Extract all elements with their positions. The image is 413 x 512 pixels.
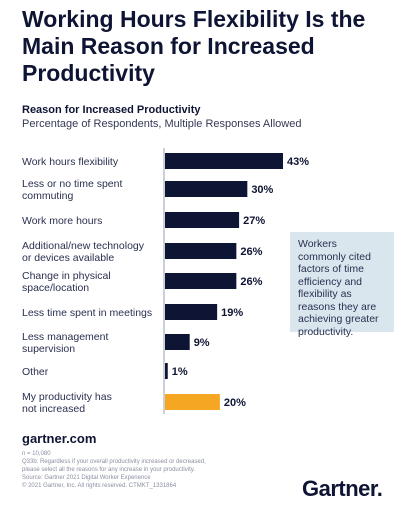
bar bbox=[165, 243, 237, 259]
footnote-sample: n = 10,080 bbox=[22, 451, 51, 457]
footnote-question-cont: please select all the reasons for any in… bbox=[22, 467, 195, 473]
value-label: 1% bbox=[172, 366, 188, 378]
category-label: Work hours flexibility bbox=[22, 156, 119, 168]
category-label: Work more hours bbox=[22, 215, 102, 227]
category-label: Less time spent in meetings bbox=[22, 307, 152, 319]
site-link[interactable]: gartner.com bbox=[22, 431, 97, 446]
category-label: My productivity has not increased bbox=[22, 391, 112, 415]
bar bbox=[165, 334, 190, 350]
value-label: 26% bbox=[240, 246, 262, 258]
bar bbox=[165, 181, 248, 197]
chart-subnote: Percentage of Respondents, Multiple Resp… bbox=[22, 118, 302, 130]
footnote-question: Q33b: Regardless if your overall product… bbox=[22, 459, 206, 465]
value-label: 43% bbox=[287, 156, 309, 168]
footnote-source: Source: Gartner 2021 Digital Worker Expe… bbox=[22, 475, 151, 481]
gartner-logo: Gartner. bbox=[302, 476, 383, 501]
category-label: Additional/new technology or devices avai… bbox=[22, 240, 145, 264]
value-label: 19% bbox=[221, 307, 243, 319]
category-label: Change in physical space/location bbox=[22, 270, 111, 294]
value-label: 9% bbox=[194, 337, 210, 349]
value-label: 26% bbox=[240, 276, 262, 288]
footnote-copyright: © 2021 Gartner, Inc. All rights reserved… bbox=[22, 483, 177, 489]
value-label: 20% bbox=[224, 397, 246, 409]
category-label: Other bbox=[22, 366, 49, 378]
value-label: 27% bbox=[243, 215, 265, 227]
bar bbox=[165, 153, 283, 169]
chart-subtitle: Reason for Increased Productivity bbox=[22, 104, 201, 116]
bar bbox=[165, 212, 240, 228]
callout-box: Workers commonly cited factors of time e… bbox=[290, 232, 394, 338]
page-title: Working Hours Flexibility Is the Main Re… bbox=[22, 6, 366, 86]
bar-highlight bbox=[165, 394, 220, 410]
bar bbox=[165, 304, 218, 320]
category-label: Less management supervision bbox=[22, 331, 108, 355]
category-label: Less or no time spent commuting bbox=[22, 178, 122, 202]
value-label: 30% bbox=[251, 184, 273, 196]
bar bbox=[165, 273, 237, 289]
bar bbox=[165, 363, 168, 379]
